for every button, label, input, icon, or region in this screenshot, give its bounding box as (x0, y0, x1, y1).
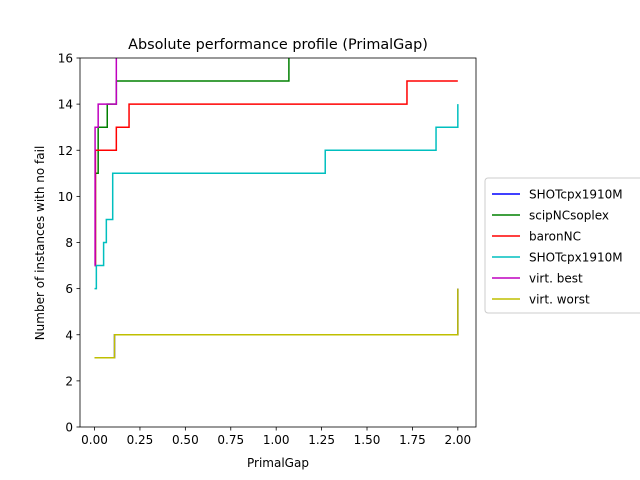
y-axis-label: Number of instances with no fail (33, 146, 47, 341)
legend-label-6: virt. worst (529, 293, 590, 307)
x-tick-label: 2.00 (444, 433, 471, 447)
x-tick-label: 0.50 (172, 433, 199, 447)
y-tick-label: 0 (65, 421, 73, 435)
legend-box (484, 177, 640, 314)
y-tick-label: 2 (65, 374, 73, 388)
x-tick-label: 0.75 (217, 433, 244, 447)
legend-label-5: virt. best (529, 272, 583, 286)
x-tick-label: 1.00 (263, 433, 290, 447)
x-tick-label: 0.00 (81, 433, 108, 447)
x-tick-label: 1.50 (354, 433, 381, 447)
legend: SHOTcpx1910M scipNCsoplex baronNC SHOTcpx19… (484, 177, 640, 314)
chart-title: Absolute performance profile (PrimalGap) (128, 37, 428, 53)
series-line-4-shotcpx1910m (94, 104, 459, 290)
legend-label-4: SHOTcpx1910M (529, 251, 623, 265)
legend-label-3: baronNC (529, 230, 581, 244)
x-axis-label: PrimalGap (247, 456, 309, 470)
x-tick-label: 1.75 (399, 433, 426, 447)
axes-layer: 0.00 0.25 0.50 0.75 1.00 1.25 1.50 1.75 2.00 0 2 4 6… (58, 52, 477, 447)
y-tick-label: 6 (65, 282, 73, 296)
y-tick-label: 14 (58, 98, 73, 112)
x-tick-label: 1.25 (308, 433, 335, 447)
legend-label-1: SHOTcpx1910M (529, 188, 623, 202)
y-tick-label: 4 (65, 328, 73, 342)
x-tick-label: 0.25 (127, 433, 154, 447)
series-line-5-virt-best (94, 58, 118, 267)
y-tick-label: 8 (65, 236, 73, 250)
series-layer (94, 58, 459, 359)
legend-label-2: scipNCsoplex (529, 209, 609, 223)
y-tick-label: 10 (58, 190, 73, 204)
y-tick-label: 16 (58, 52, 73, 66)
y-tick-label: 12 (58, 144, 73, 158)
series-line-6-virt-worst (94, 288, 459, 359)
